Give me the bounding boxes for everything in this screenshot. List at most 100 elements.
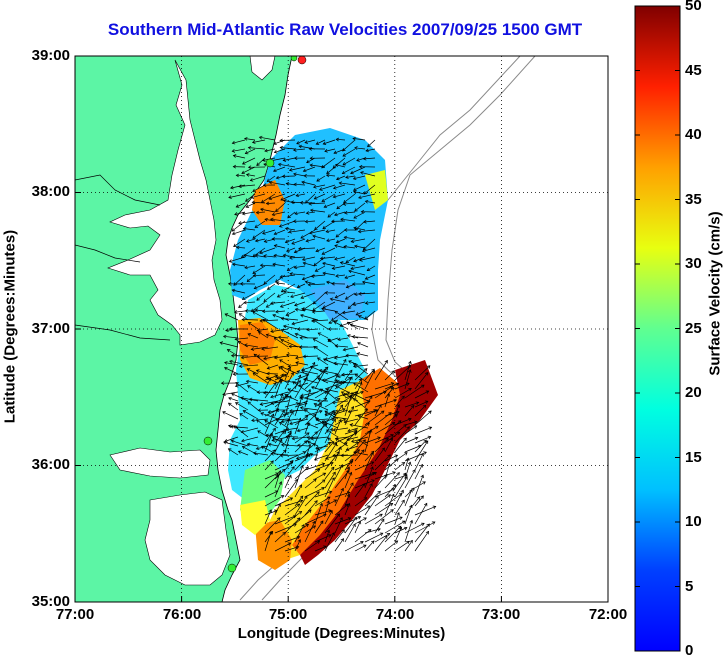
- station-marker[interactable]: [265, 158, 275, 168]
- velocity-arrowhead: [294, 307, 299, 312]
- velocity-arrowhead: [370, 450, 375, 455]
- velocity-arrowhead: [312, 319, 317, 323]
- velocity-arrowhead: [324, 290, 328, 295]
- velocity-arrow: [313, 184, 326, 188]
- velocity-arrow: [228, 448, 239, 456]
- velocity-arrowhead: [350, 170, 354, 175]
- velocity-arrowhead: [367, 529, 372, 533]
- velocity-arrow: [285, 310, 296, 316]
- velocity-arrowhead: [235, 173, 240, 178]
- velocity-arrowhead: [278, 379, 283, 384]
- velocity-arrowhead: [347, 334, 351, 338]
- station-marker-active[interactable]: [297, 56, 307, 65]
- velocity-arrow: [335, 345, 349, 348]
- velocity-arrowhead: [345, 284, 350, 289]
- velocity-arrowhead: [269, 217, 274, 222]
- velocity-arrow: [414, 390, 429, 399]
- velocity-arrowhead: [316, 447, 320, 451]
- y-axis-label: Latitude (Degrees:Minutes): [1, 229, 19, 424]
- velocity-arrow: [312, 310, 326, 313]
- velocity-arrow: [345, 256, 356, 263]
- velocity-arrowhead: [266, 366, 271, 370]
- velocity-arrow: [284, 475, 292, 489]
- velocity-arrowhead: [366, 505, 371, 509]
- station-marker[interactable]: [290, 55, 298, 62]
- velocity-arrowhead: [362, 482, 366, 487]
- velocity-arrowhead: [252, 235, 256, 239]
- velocity-arrowhead: [363, 368, 368, 372]
- velocity-arrowhead: [352, 302, 357, 307]
- velocity-arrowhead: [323, 390, 328, 395]
- station-marker[interactable]: [203, 436, 213, 446]
- velocity-arrow: [274, 469, 286, 480]
- velocity-arrow: [242, 211, 256, 215]
- velocity-arrow: [291, 319, 309, 325]
- velocity-arrowhead: [303, 409, 308, 413]
- velocity-arrowhead: [387, 454, 391, 458]
- velocity-arrowhead: [259, 402, 264, 406]
- velocity-arrowhead: [289, 459, 294, 464]
- velocity-arrow: [235, 382, 249, 393]
- velocity-arrow: [359, 256, 376, 261]
- velocity-arrow: [324, 532, 335, 552]
- velocity-arrow: [288, 364, 299, 367]
- velocity-arrow: [374, 447, 385, 462]
- velocity-arrowhead: [333, 361, 337, 366]
- velocity-arrowhead: [232, 372, 236, 377]
- station-marker[interactable]: [227, 563, 237, 573]
- velocity-arrowhead: [336, 398, 341, 402]
- velocity-arrowhead: [278, 224, 283, 228]
- velocity-arrow: [404, 437, 418, 444]
- velocity-arrowhead: [312, 234, 316, 239]
- velocity-arrowhead: [271, 438, 275, 442]
- velocity-arrowhead: [315, 417, 319, 421]
- velocity-arrow: [300, 314, 319, 321]
- velocity-arrowhead: [292, 219, 297, 224]
- velocity-arrow: [394, 472, 406, 489]
- velocity-arrowhead: [348, 394, 353, 398]
- velocity-arrow: [284, 511, 302, 525]
- velocity-arrowhead: [259, 263, 264, 268]
- velocity-arrowhead: [266, 178, 271, 182]
- velocity-arrowhead: [247, 333, 252, 337]
- velocity-arrow: [252, 139, 266, 143]
- velocity-arrow: [358, 315, 369, 321]
- velocity-arrowhead: [329, 510, 333, 514]
- velocity-arrow: [315, 247, 326, 252]
- velocity-arrow: [270, 391, 289, 398]
- velocity-arrowhead: [339, 323, 343, 328]
- velocity-arrowhead: [237, 450, 242, 454]
- velocity-arrow: [229, 256, 246, 263]
- velocity-arrowhead: [295, 545, 300, 550]
- velocity-arrowhead: [290, 294, 294, 299]
- velocity-arrow: [344, 394, 352, 417]
- velocity-arrowhead: [228, 327, 233, 331]
- velocity-arrow: [334, 538, 344, 552]
- velocity-arrow: [314, 368, 327, 390]
- velocity-arrowhead: [230, 424, 234, 429]
- velocity-arrowhead: [352, 398, 357, 402]
- velocity-arrowhead: [308, 201, 312, 206]
- velocity-arrow: [244, 265, 256, 269]
- velocity-arrowhead: [353, 226, 357, 230]
- velocity-arrow: [264, 148, 276, 152]
- velocity-arrowhead: [410, 404, 415, 409]
- velocity-arrow: [324, 500, 330, 516]
- velocity-arrowhead: [331, 532, 335, 536]
- velocity-arrow: [302, 256, 316, 261]
- velocity-arrowhead: [315, 141, 320, 145]
- velocity-arrow: [232, 289, 246, 294]
- velocity-arrowhead: [358, 164, 363, 169]
- velocity-arrowhead: [284, 395, 289, 400]
- velocity-arrowhead: [299, 495, 304, 500]
- velocity-arrowhead: [223, 366, 228, 371]
- velocity-arrowhead: [317, 377, 322, 381]
- velocity-arrow: [354, 147, 366, 150]
- velocity-arrow: [324, 355, 339, 360]
- velocity-arrow: [258, 331, 269, 339]
- velocity-arrowhead: [256, 297, 260, 301]
- velocity-arrowhead: [277, 335, 282, 340]
- velocity-arrow: [365, 200, 376, 204]
- velocity-arrowhead: [324, 410, 328, 414]
- velocity-arrow: [334, 310, 349, 321]
